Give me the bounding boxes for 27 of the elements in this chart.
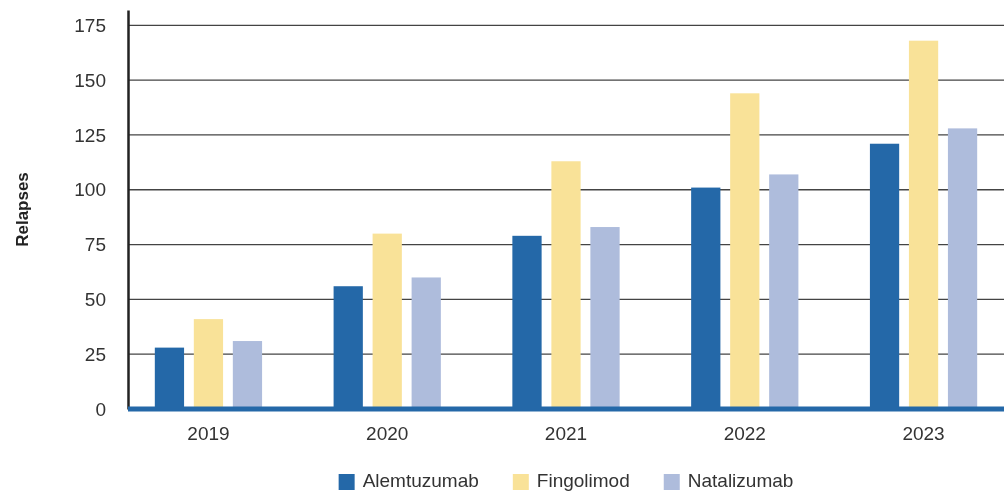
bar	[590, 227, 620, 409]
bar	[193, 319, 224, 409]
bar	[769, 174, 799, 409]
x-tick-label: 2021	[544, 423, 588, 445]
bar	[372, 233, 402, 409]
x-tick-label: 2022	[723, 423, 766, 445]
legend-label: Natalizumab	[687, 470, 794, 491]
y-tick-label: 175	[74, 14, 106, 36]
bar	[551, 161, 581, 409]
legend-label: Fingolimod	[536, 470, 630, 491]
y-tick-label: 100	[74, 179, 106, 201]
x-tick-label: 2020	[366, 423, 409, 445]
y-tick-label: 125	[74, 124, 106, 146]
bar	[232, 341, 263, 409]
y-tick-label: 50	[84, 288, 106, 310]
y-tick-label: 75	[84, 234, 106, 256]
y-tick-label: 150	[74, 69, 106, 91]
x-tick-label: 2019	[187, 423, 230, 445]
x-tick-label: 2023	[902, 423, 945, 445]
y-tick-label: 0	[95, 398, 106, 420]
bar	[730, 93, 760, 409]
y-axis-title: Relapses	[13, 172, 32, 247]
bar	[947, 128, 978, 409]
bar	[411, 277, 441, 409]
legend-label: Alemtuzumab	[362, 470, 479, 491]
y-tick-label: 25	[84, 343, 106, 365]
bar	[908, 40, 939, 409]
